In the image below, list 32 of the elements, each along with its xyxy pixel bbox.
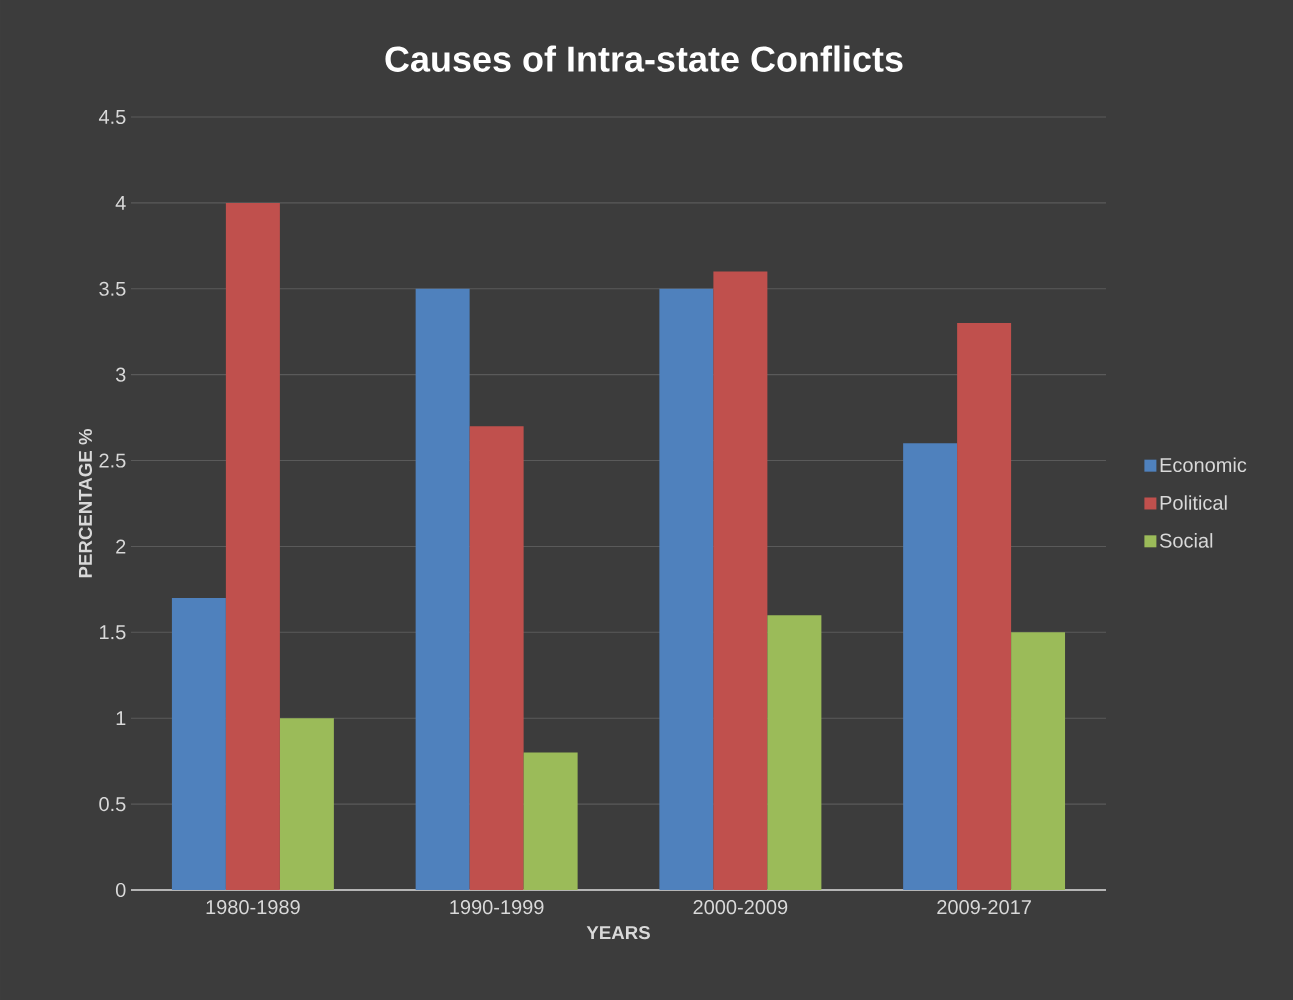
bar bbox=[171, 597, 226, 890]
y-tick-label: 4.5 bbox=[98, 110, 126, 124]
bar bbox=[659, 288, 714, 890]
y-tick-label: 1 bbox=[116, 711, 126, 726]
bar bbox=[225, 202, 280, 890]
x-tick-label: 1990-1999 bbox=[450, 900, 544, 915]
y-tick-label: 2.5 bbox=[99, 453, 126, 468]
bar bbox=[1011, 632, 1066, 890]
legend-label: Political bbox=[1160, 495, 1227, 510]
y-tick-label: 3 bbox=[115, 367, 126, 382]
y-tick-label: 0.5 bbox=[99, 797, 126, 812]
bar bbox=[713, 271, 768, 890]
bar bbox=[523, 752, 578, 890]
bar bbox=[469, 426, 524, 890]
y-tick-label: 2 bbox=[116, 539, 126, 554]
legend-label: Social bbox=[1159, 533, 1213, 548]
bar bbox=[415, 288, 470, 890]
y-tick-label: 1.5 bbox=[100, 625, 126, 640]
x-tick-label: 2000-2009 bbox=[693, 900, 788, 915]
x-axis-title: YEARS bbox=[586, 925, 650, 940]
x-tick-label: 1980-1989 bbox=[206, 900, 300, 915]
y-axis-title: PERCENTAGE % bbox=[78, 428, 93, 578]
bar bbox=[279, 718, 334, 890]
chart-title: Causes of Intra-state Conflicts bbox=[385, 45, 903, 72]
bar bbox=[957, 323, 1012, 890]
x-tick-label: 2009-2017 bbox=[937, 900, 1031, 915]
y-tick-label: 3.5 bbox=[99, 281, 126, 296]
y-tick-label: 0 bbox=[115, 882, 126, 898]
y-tick-label: 4 bbox=[115, 196, 126, 210]
legend-label: Economic bbox=[1160, 457, 1247, 473]
bar bbox=[903, 443, 958, 890]
bar bbox=[767, 615, 822, 890]
